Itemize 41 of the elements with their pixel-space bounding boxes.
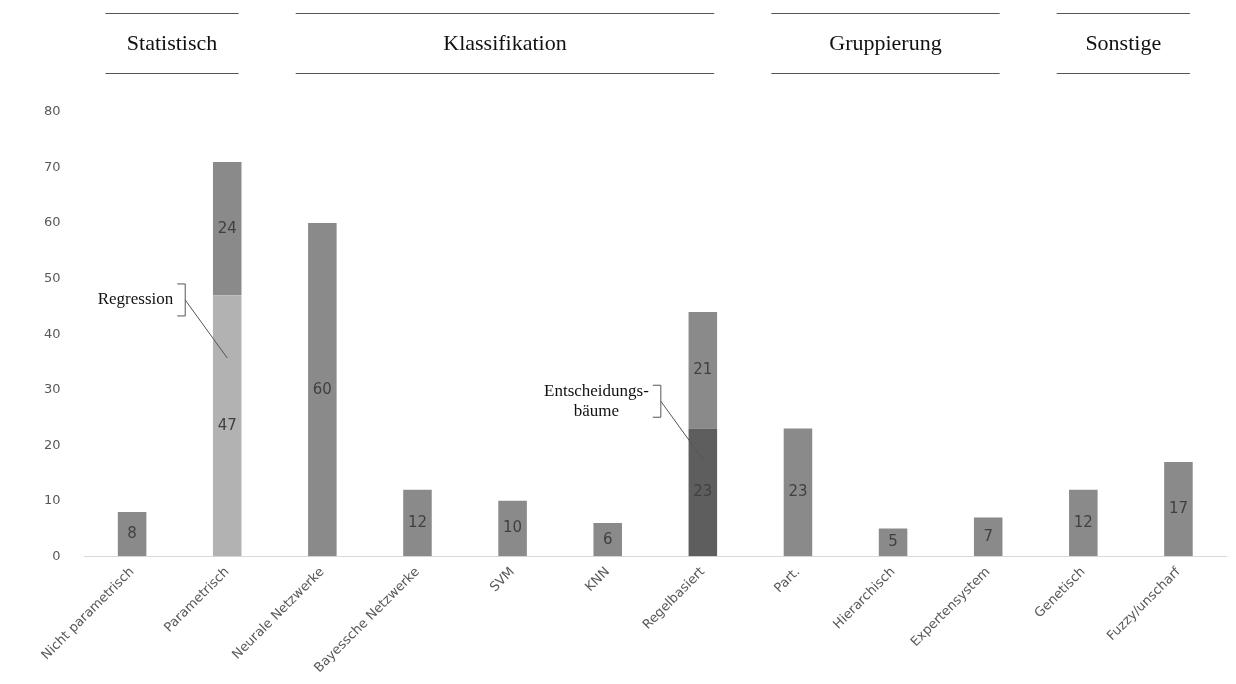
y-tick-label: 40	[44, 325, 61, 341]
y-tick-label: 10	[44, 492, 61, 508]
bar	[973, 517, 1003, 557]
y-tick-label: 50	[44, 270, 61, 285]
bar	[593, 523, 622, 557]
data-label: 60	[312, 379, 332, 398]
data-label: 21	[693, 360, 713, 379]
data-label: 5	[888, 532, 898, 551]
y-tick-label: 80	[44, 103, 61, 119]
text: Statistisch	[126, 29, 218, 55]
bar	[117, 511, 147, 557]
bar	[403, 489, 432, 557]
bar	[308, 223, 337, 557]
y-tick-label: 70	[44, 158, 61, 174]
bar	[498, 500, 527, 557]
y-tick-label: 30	[44, 381, 61, 397]
data-label: 23	[788, 482, 808, 501]
data-label: 7	[983, 526, 993, 545]
data-label: 24	[217, 218, 237, 237]
bar	[212, 295, 242, 557]
text: Gruppierung	[829, 29, 942, 55]
y-tick-label: 20	[44, 436, 61, 452]
data-label: 12	[1073, 512, 1093, 531]
bar	[1069, 489, 1098, 557]
bar	[783, 428, 813, 557]
x-tick-label: Part.	[770, 563, 803, 596]
data-label: 6	[602, 529, 613, 548]
data-label: 17	[1168, 499, 1188, 518]
annotation: Regression	[97, 289, 174, 309]
bar	[688, 311, 718, 429]
y-tick-label: 0	[52, 547, 61, 563]
annotation: Entscheidungs- bäume	[544, 380, 650, 420]
text: Sonstige	[1085, 29, 1162, 55]
data-label: 8	[127, 524, 137, 543]
y-tick-label: 60	[44, 214, 61, 230]
data-label: 10	[503, 518, 523, 537]
text: Klassifikation	[443, 29, 567, 55]
bar	[212, 161, 242, 296]
bar	[1164, 461, 1193, 557]
data-label: 12	[407, 512, 428, 531]
data-label: 47	[217, 415, 237, 434]
